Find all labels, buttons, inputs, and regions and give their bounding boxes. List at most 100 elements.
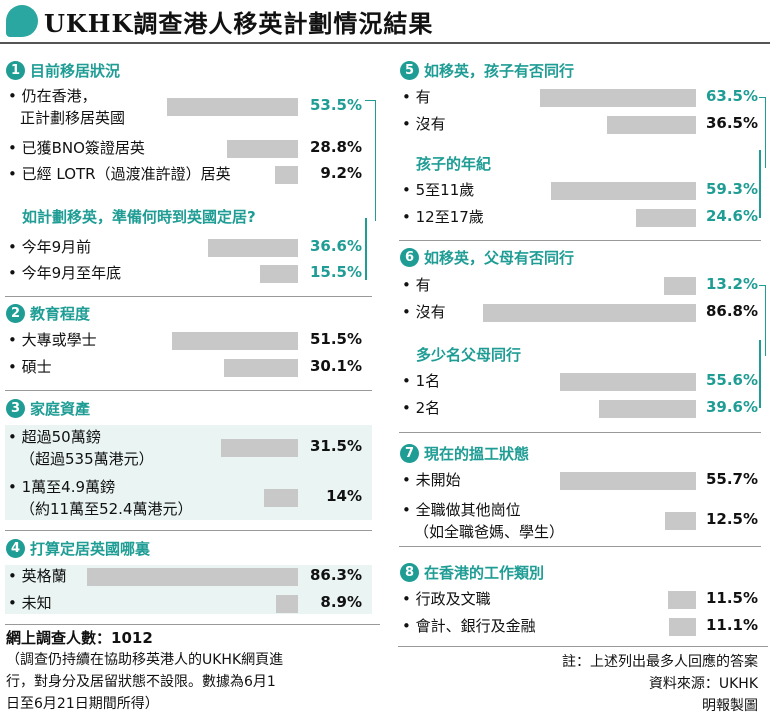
- row-label-line2: 正計劃移居英國: [20, 109, 126, 127]
- row-label-line2: （如全職爸媽、學生）: [414, 523, 565, 541]
- data-label: 24.6%: [705, 207, 758, 225]
- sub-heading: 孩子的年紀: [416, 155, 492, 173]
- data-bar: [636, 209, 696, 227]
- section-heading: 2 教育程度: [6, 303, 90, 324]
- data-label: 11.5%: [705, 589, 758, 607]
- data-bar: [664, 277, 696, 295]
- data-label: 51.5%: [309, 330, 362, 348]
- section-heading: 7 現在的搵工狀態: [400, 443, 529, 464]
- section-heading: 1 目前移居狀況: [6, 60, 120, 81]
- data-bar: [599, 400, 696, 418]
- section-divider: [5, 530, 372, 531]
- data-label: 39.6%: [705, 398, 758, 416]
- survey-note-3: 日至6月21日期間所得）: [6, 696, 159, 712]
- data-label: 8.9%: [320, 593, 362, 611]
- data-label: 31.5%: [309, 437, 362, 455]
- section-heading: 4 打算定居英國哪裏: [6, 538, 150, 559]
- data-label: 86.3%: [309, 566, 362, 584]
- connector-line-1: [365, 218, 367, 280]
- data-bar: [540, 89, 696, 107]
- data-bar: [224, 359, 298, 377]
- section-heading: 8 在香港的工作類別: [400, 562, 544, 583]
- row-label: • 沒有: [402, 115, 446, 133]
- sample-label: 網上調查人數：: [6, 629, 112, 647]
- row-label: • 已經 LOTR（過渡准許證）居英: [8, 165, 231, 183]
- connector-bracket-1: [365, 100, 376, 221]
- section-number-badge: 6: [400, 248, 419, 267]
- section-divider: [399, 240, 761, 241]
- connector-bracket-6: [759, 285, 766, 356]
- data-label: 36.5%: [705, 114, 758, 132]
- data-label: 14%: [326, 487, 362, 505]
- data-label: 53.5%: [309, 96, 362, 114]
- section-number-badge: 2: [6, 304, 25, 323]
- data-label: 30.1%: [309, 357, 362, 375]
- survey-note-2: 行，對身分及居留狀態不設限。數據為6月1: [6, 674, 276, 690]
- data-label: 36.6%: [309, 237, 362, 255]
- survey-note-1: （調查仍持續在協助移英港人的UKHK網頁進: [6, 652, 284, 668]
- speech-bubble-icon: [6, 5, 38, 37]
- data-bar: [221, 439, 298, 457]
- data-bar: [260, 265, 298, 283]
- section-number-badge: 1: [6, 61, 25, 80]
- source-credit: 資料來源：UKHK: [648, 676, 758, 692]
- row-label: • 今年9月前: [8, 238, 92, 256]
- data-label: 11.1%: [705, 616, 758, 634]
- section-heading: 5 如移英，孩子有否同行: [400, 60, 574, 81]
- sub-heading: 多少名父母同行: [416, 346, 522, 364]
- section-title: 目前移居狀況: [30, 62, 121, 80]
- data-label: 12.5%: [705, 510, 758, 528]
- row-label-line2: （約11萬至52.4萬港元）: [20, 500, 193, 518]
- section-number-badge: 5: [400, 61, 419, 80]
- data-bar: [276, 595, 298, 613]
- section-title: 如移英，孩子有否同行: [424, 62, 575, 80]
- section-divider: [5, 390, 372, 391]
- sub-heading: 如計劃移英，準備何時到英國定居?: [22, 208, 256, 226]
- section-title: 現在的搵工狀態: [424, 445, 530, 463]
- data-bar: [668, 591, 696, 609]
- data-bar: [264, 489, 298, 507]
- data-bar: [551, 182, 696, 200]
- sample-size: 網上調查人數：1012: [6, 628, 153, 649]
- footnote: 註：上述列出最多人回應的答案: [562, 654, 758, 670]
- section-title: 家庭資產: [30, 400, 91, 418]
- row-label: • 超過50萬鎊: [8, 428, 101, 446]
- row-label: • 未開始: [402, 471, 461, 489]
- data-label: 9.2%: [320, 164, 362, 182]
- section-divider: [399, 546, 761, 547]
- data-bar: [208, 239, 298, 257]
- data-label: 86.8%: [705, 302, 758, 320]
- data-bar: [665, 512, 696, 530]
- data-label: 55.7%: [705, 470, 758, 488]
- row-label: • 會計、銀行及金融: [402, 617, 536, 635]
- row-label: • 12至17歲: [402, 208, 484, 226]
- data-label: 63.5%: [705, 87, 758, 105]
- data-bar: [607, 116, 696, 134]
- row-label: • 未知: [8, 594, 52, 612]
- row-label: • 大專或學士: [8, 331, 97, 349]
- row-label: • 1萬至4.9萬鎊: [8, 478, 116, 496]
- data-bar: [483, 304, 696, 322]
- row-label: • 碩士: [8, 358, 52, 376]
- row-label: • 5至11歲: [402, 181, 475, 199]
- section-number-badge: 4: [6, 539, 25, 558]
- section-heading: 6 如移英，父母有否同行: [400, 247, 574, 268]
- data-label: 15.5%: [309, 263, 362, 281]
- row-label: • 2名: [402, 399, 441, 417]
- data-bar: [669, 618, 696, 636]
- row-label: • 英格蘭: [8, 567, 67, 585]
- footer-rule-right: [398, 646, 768, 647]
- data-label: 13.2%: [705, 275, 758, 293]
- row-label: • 仍在香港，: [8, 87, 97, 105]
- data-bar: [560, 373, 696, 391]
- data-bar: [167, 98, 298, 116]
- data-bar: [275, 166, 298, 184]
- row-label: • 沒有: [402, 303, 446, 321]
- data-bar: [87, 568, 298, 586]
- connector-bracket-5: [759, 97, 766, 168]
- row-label: • 今年9月至年底: [8, 264, 122, 282]
- section-number-badge: 7: [400, 444, 419, 463]
- section-divider: [399, 432, 761, 433]
- row-label: • 有: [402, 88, 431, 106]
- data-label: 55.6%: [705, 371, 758, 389]
